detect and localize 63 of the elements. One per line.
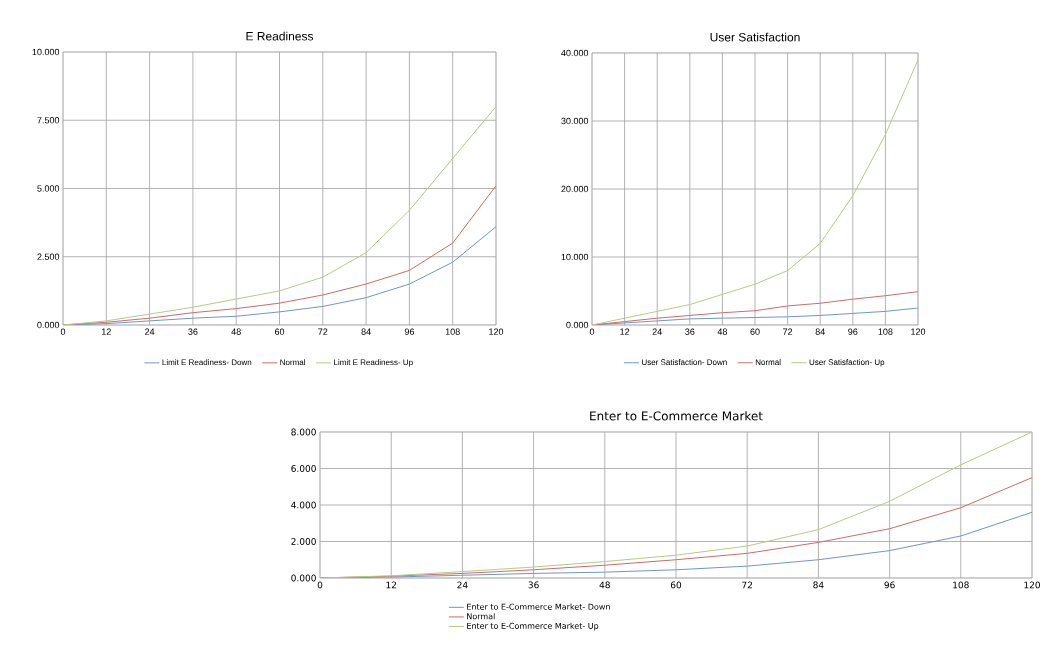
x-tick-label: 0 xyxy=(60,328,66,335)
y-tick-label: 20.000 xyxy=(561,185,589,193)
x-tick-label: 84 xyxy=(361,328,371,335)
x-tick-label: 60 xyxy=(670,581,682,589)
x-tick-label: 96 xyxy=(404,328,415,335)
legend-label: User Satisfaction- Down xyxy=(642,359,727,365)
legend-label: Enter to E-Commerce Market- Down xyxy=(467,603,610,610)
legend-label: Normal xyxy=(280,359,305,366)
x-tick-label: 48 xyxy=(717,328,728,335)
y-tick-label: 5.000 xyxy=(37,185,60,192)
legend-label: Limit E Readiness- Down xyxy=(162,359,252,366)
x-tick-label: 120 xyxy=(1024,581,1040,589)
x-tick-label: 120 xyxy=(911,328,926,335)
x-tick-label: 96 xyxy=(884,581,895,589)
x-tick-label: 36 xyxy=(685,328,695,335)
x-tick-label: 84 xyxy=(815,328,825,335)
chart-title: E Readiness xyxy=(246,31,314,41)
y-tick-label: 0.000 xyxy=(291,574,316,582)
y-tick-label: 10.000 xyxy=(561,253,589,261)
y-tick-label: 10.000 xyxy=(32,48,60,56)
legend-label: Limit E Readiness- Up xyxy=(334,359,413,367)
y-tick-label: 4.000 xyxy=(291,501,316,509)
y-tick-label: 30.000 xyxy=(561,117,589,125)
line-series xyxy=(592,59,918,325)
x-tick-label: 12 xyxy=(101,328,111,335)
x-tick-label: 108 xyxy=(445,328,460,335)
legend-label: Normal xyxy=(755,359,781,365)
x-tick-label: 72 xyxy=(318,328,328,335)
x-tick-label: 24 xyxy=(652,328,662,335)
y-tick-label: 7.500 xyxy=(37,117,60,124)
x-tick-label: 60 xyxy=(274,328,285,335)
legend-label: Normal xyxy=(467,613,495,620)
x-tick-label: 12 xyxy=(620,328,630,335)
y-tick-label: 40.000 xyxy=(561,49,589,57)
x-tick-label: 60 xyxy=(750,328,760,335)
x-tick-label: 48 xyxy=(231,328,241,335)
line-series xyxy=(63,106,496,325)
x-tick-label: 96 xyxy=(848,328,858,335)
x-tick-label: 24 xyxy=(457,581,468,589)
y-tick-label: 2.000 xyxy=(291,538,316,545)
chart-title: User Satisfaction xyxy=(710,32,800,42)
x-tick-label: 24 xyxy=(145,328,155,335)
x-tick-label: 84 xyxy=(813,581,824,589)
line-series xyxy=(320,431,1032,578)
x-tick-label: 72 xyxy=(783,328,793,335)
y-tick-label: 2.500 xyxy=(37,253,60,260)
y-tick-label: 0.000 xyxy=(566,321,589,329)
x-tick-label: 12 xyxy=(386,581,397,589)
x-tick-label: 108 xyxy=(878,328,893,335)
legend-label: User Satisfaction- Up xyxy=(809,359,885,367)
chart-title: Enter to E-Commerce Market xyxy=(590,411,763,421)
x-tick-label: 0 xyxy=(589,328,595,335)
x-tick-label: 36 xyxy=(528,581,539,589)
legend-label: Enter to E-Commerce Market- Up xyxy=(467,622,599,631)
x-tick-label: 36 xyxy=(188,328,198,335)
x-tick-label: 72 xyxy=(742,581,753,589)
y-tick-label: 8.000 xyxy=(291,428,316,436)
x-tick-label: 0 xyxy=(317,581,323,589)
x-tick-label: 48 xyxy=(599,581,610,589)
y-tick-label: 6.000 xyxy=(291,465,316,472)
x-tick-label: 120 xyxy=(489,328,504,335)
x-tick-label: 108 xyxy=(953,581,969,589)
y-tick-label: 0.000 xyxy=(37,321,60,329)
